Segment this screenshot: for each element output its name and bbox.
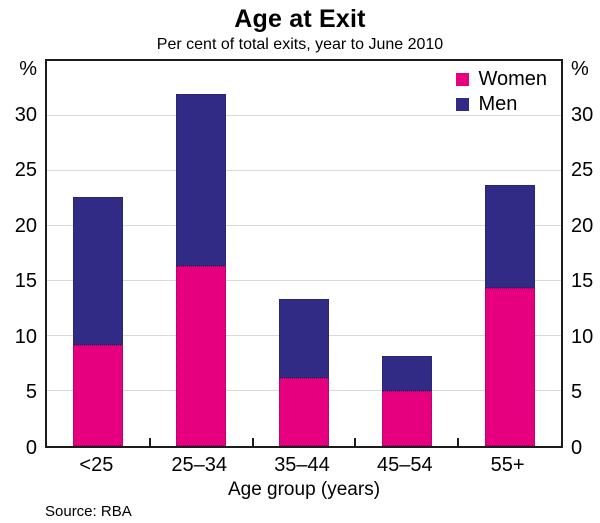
y-axis-left-unit: % [19, 58, 37, 80]
gridline-15 [47, 280, 561, 281]
y-axis-right: % 0 5 10 15 20 25 30 [571, 58, 600, 458]
y-axis-right-tick-25: 25 [571, 159, 594, 182]
bar-segment-men-2 [176, 94, 227, 266]
y-axis-left-tick-25: 25 [14, 159, 37, 182]
x-axis-tick-3 [354, 438, 357, 446]
y-axis-right-tick-30: 30 [571, 103, 594, 126]
chart-subtitle: Per cent of total exits, year to June 20… [156, 36, 444, 53]
y-axis-left-tick-10: 10 [14, 325, 37, 348]
bar-segment-men-5 [484, 185, 535, 288]
x-axis-label-3: 35–44 [274, 454, 330, 476]
legend-item-men: Men [456, 94, 517, 115]
y-axis-right-tick-20: 20 [571, 214, 594, 237]
legend-label-men: Men [478, 93, 518, 115]
x-axis-label-2: 25–34 [171, 454, 227, 476]
chart-title: Age at Exit [234, 5, 366, 33]
y-axis-right-tick-15: 15 [571, 270, 594, 293]
x-axis-tick-4 [457, 438, 460, 446]
y-axis-right-unit: % [571, 58, 589, 80]
bar-segment-women-3 [279, 377, 329, 446]
bar-segment-women-5 [484, 287, 535, 446]
legend-item-women: Women [456, 69, 547, 90]
bar-segment-men-3 [279, 298, 329, 378]
bar-segment-men-4 [381, 355, 432, 391]
gridline-25 [47, 170, 561, 171]
x-axis-label-1: <25 [79, 454, 114, 476]
y-axis-left-tick-30: 30 [14, 103, 37, 126]
legend: Women Men [456, 69, 547, 115]
bar-segment-women-2 [176, 265, 227, 446]
y-axis-left-tick-0: 0 [25, 437, 37, 459]
bar-segment-men-1 [73, 197, 124, 345]
y-axis-right-tick-0: 0 [571, 437, 583, 459]
legend-swatch-men-icon [456, 98, 470, 111]
y-axis-left-tick-20: 20 [14, 214, 37, 237]
y-axis-right-tick-5: 5 [571, 381, 583, 404]
x-axis-title: Age group (years) [227, 479, 381, 500]
gridline-20 [47, 225, 561, 226]
x-axis-labels: <25 25–34 35–44 45–54 55+ [45, 454, 563, 478]
x-axis-label-4: 45–54 [376, 454, 433, 476]
x-axis-tick-2 [251, 438, 254, 446]
y-axis-right-tick-10: 10 [571, 325, 594, 348]
x-axis-tick-1 [148, 438, 151, 446]
source-note: Source: RBA [45, 503, 132, 520]
y-axis-left-tick-15: 15 [14, 270, 37, 293]
plot-area: Women Men [45, 59, 563, 448]
legend-label-women: Women [478, 68, 547, 90]
bar-segment-women-1 [73, 344, 124, 446]
bar-segment-women-4 [381, 391, 432, 446]
x-axis-label-5: 55+ [490, 454, 525, 476]
legend-swatch-women-icon [456, 73, 470, 86]
gridline-30 [47, 115, 561, 116]
y-axis-left-tick-5: 5 [25, 381, 37, 404]
y-axis-left: % 0 5 10 15 20 25 30 [0, 58, 37, 458]
